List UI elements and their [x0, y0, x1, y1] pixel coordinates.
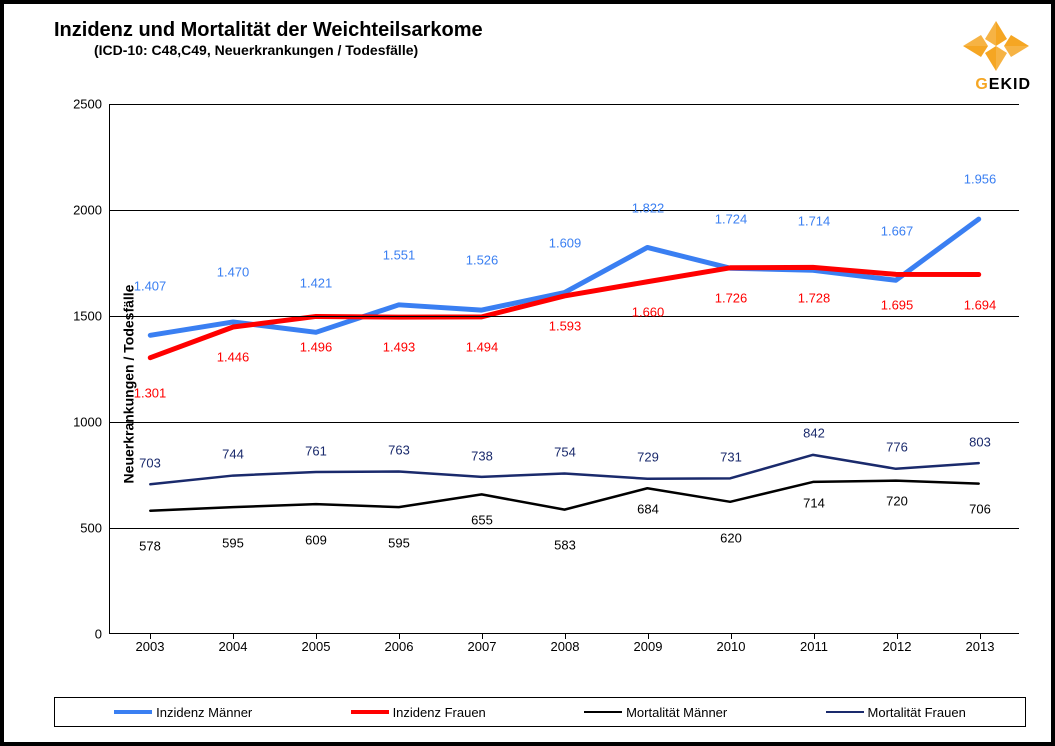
legend-swatch: [114, 710, 152, 714]
data-label: 1.726: [715, 291, 748, 306]
x-tick-label: 2006: [385, 633, 414, 654]
gridline: [110, 210, 1019, 211]
data-label: 1.493: [383, 340, 416, 355]
y-tick-label: 2500: [73, 97, 110, 112]
chart-container: Inzidenz und Mortalität der Weichteilsar…: [0, 0, 1055, 746]
gridline: [110, 316, 1019, 317]
chart-area: Neuerkrankungen / Todesfälle 05001000150…: [34, 104, 1029, 664]
data-label: 1.694: [964, 297, 997, 312]
data-label: 842: [803, 426, 825, 441]
data-label: 595: [388, 535, 410, 550]
data-label: 1.470: [217, 265, 250, 280]
x-tick-label: 2012: [883, 633, 912, 654]
data-label: 761: [305, 443, 327, 458]
legend-swatch: [826, 711, 864, 713]
legend-swatch: [584, 711, 622, 713]
data-label: 706: [969, 502, 991, 517]
data-label: 720: [886, 494, 908, 509]
x-tick-label: 2005: [302, 633, 331, 654]
legend-label: Mortalität Männer: [626, 705, 727, 720]
series-line-mort_m: [150, 481, 978, 511]
legend-item: Mortalität Männer: [584, 705, 727, 720]
plot-area: 0500100015002000250020032004200520062007…: [109, 104, 1019, 634]
data-label: 684: [637, 501, 659, 516]
data-label: 1.593: [549, 319, 582, 334]
x-tick-label: 2007: [468, 633, 497, 654]
y-tick-label: 1000: [73, 415, 110, 430]
y-tick-label: 1500: [73, 309, 110, 324]
logo-letter-g: G: [975, 76, 988, 93]
data-label: 1.724: [715, 211, 748, 226]
logo-star-icon: [961, 19, 1031, 74]
legend-swatch: [351, 710, 389, 714]
x-tick-label: 2010: [717, 633, 746, 654]
data-label: 1.667: [881, 223, 914, 238]
legend-item: Inzidenz Frauen: [351, 705, 486, 720]
data-label: 754: [554, 445, 576, 460]
legend-label: Inzidenz Frauen: [393, 705, 486, 720]
data-label: 1.421: [300, 275, 333, 290]
data-label: 776: [886, 440, 908, 455]
legend-item: Mortalität Frauen: [826, 705, 966, 720]
chart-title: Inzidenz und Mortalität der Weichteilsar…: [54, 19, 483, 42]
data-label: 1.822: [632, 200, 665, 215]
gridline: [110, 422, 1019, 423]
data-label: 1.728: [798, 290, 831, 305]
data-label: 803: [969, 434, 991, 449]
logo-letters-ekid: EKID: [989, 76, 1031, 93]
legend-item: Inzidenz Männer: [114, 705, 252, 720]
data-label: 1.956: [964, 172, 997, 187]
legend: Inzidenz Männer Inzidenz Frauen Mortalität…: [54, 697, 1026, 727]
data-label: 738: [471, 448, 493, 463]
data-label: 1.494: [466, 340, 499, 355]
data-label: 744: [222, 447, 244, 462]
series-line-inz_f: [150, 267, 978, 357]
chart-subtitle: (ICD-10: C48,C49, Neuerkrankungen / Tode…: [94, 42, 483, 58]
x-tick-label: 2009: [634, 633, 663, 654]
data-label: 1.446: [217, 350, 250, 365]
line-series-svg: [110, 104, 1019, 633]
data-label: 1.496: [300, 339, 333, 354]
logo-text: GEKID: [961, 76, 1031, 94]
legend-label: Inzidenz Männer: [156, 705, 252, 720]
data-label: 763: [388, 443, 410, 458]
gridline: [110, 104, 1019, 105]
x-tick-label: 2011: [800, 633, 828, 654]
y-tick-label: 500: [80, 521, 110, 536]
data-label: 1.609: [549, 235, 582, 250]
title-block: Inzidenz und Mortalität der Weichteilsar…: [54, 19, 483, 58]
y-tick-label: 2000: [73, 203, 110, 218]
data-label: 1.526: [466, 253, 499, 268]
data-label: 729: [637, 450, 659, 465]
data-label: 714: [803, 495, 825, 510]
data-label: 1.660: [632, 305, 665, 320]
x-tick-label: 2004: [219, 633, 248, 654]
gekid-logo: GEKID: [961, 19, 1031, 94]
x-tick-label: 2008: [551, 633, 580, 654]
data-label: 595: [222, 535, 244, 550]
x-tick-label: 2003: [136, 633, 165, 654]
data-label: 1.695: [881, 297, 914, 312]
gridline: [110, 528, 1019, 529]
legend-label: Mortalität Frauen: [868, 705, 966, 720]
data-label: 1.407: [134, 278, 167, 293]
data-label: 578: [139, 539, 161, 554]
data-label: 1.301: [134, 386, 167, 401]
data-label: 1.714: [798, 213, 831, 228]
data-label: 609: [305, 532, 327, 547]
x-tick-label: 2013: [966, 633, 995, 654]
data-label: 703: [139, 455, 161, 470]
data-label: 583: [554, 538, 576, 553]
y-tick-label: 0: [95, 627, 110, 642]
data-label: 1.551: [383, 248, 416, 263]
data-label: 620: [720, 530, 742, 545]
data-label: 655: [471, 513, 493, 528]
data-label: 731: [720, 450, 742, 465]
